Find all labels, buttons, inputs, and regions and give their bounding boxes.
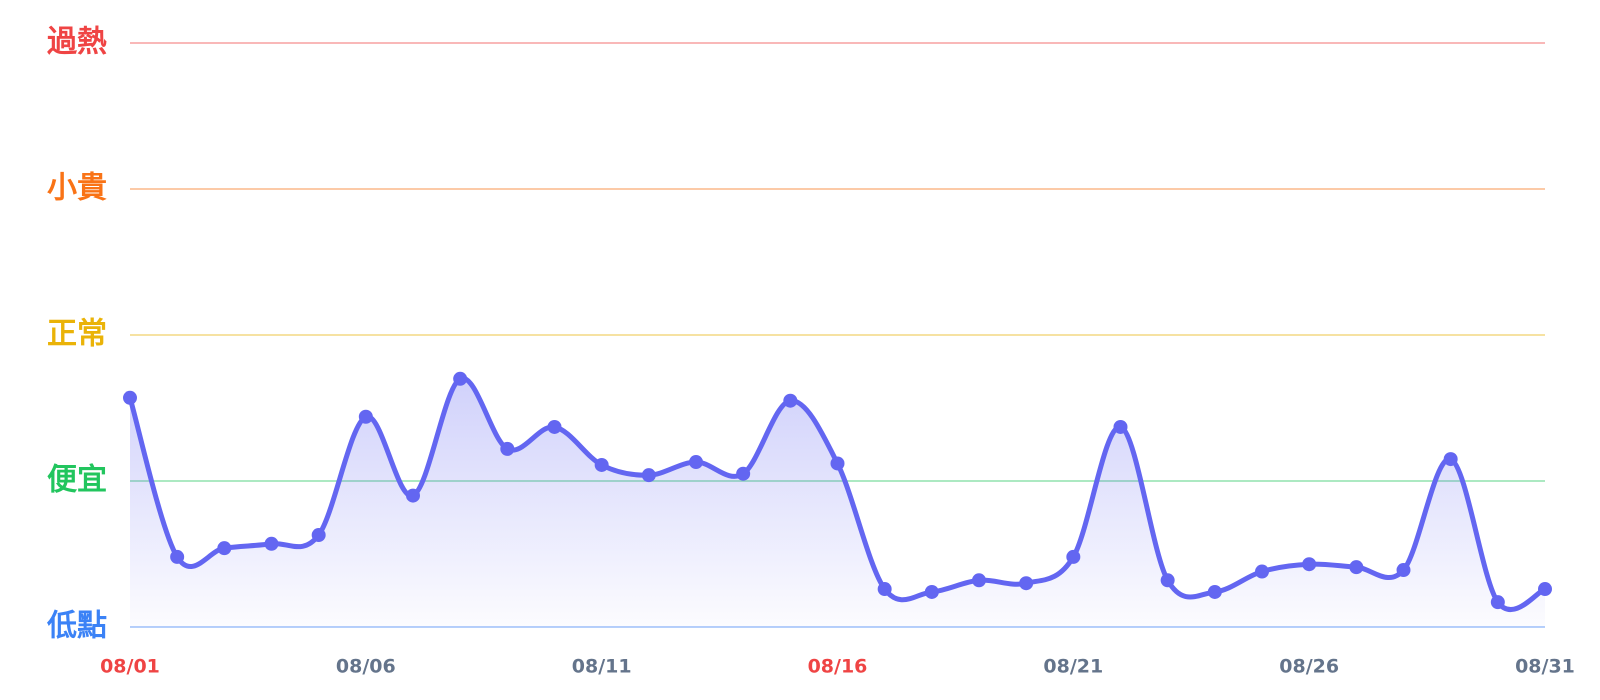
y-tick-label: 過熱 <box>47 25 107 60</box>
point <box>1207 584 1222 599</box>
point <box>123 390 137 405</box>
point <box>1302 557 1317 572</box>
y-tick-label: 小貴 <box>47 171 107 206</box>
point <box>594 457 609 472</box>
point <box>877 582 892 597</box>
y-tick-label: 正常 <box>47 317 107 352</box>
y-tick-label: 便宜 <box>47 463 107 498</box>
point <box>1443 452 1458 467</box>
point <box>264 536 279 551</box>
x-tick-label: 08/11 <box>572 656 632 678</box>
point <box>1396 563 1411 578</box>
point <box>358 409 373 424</box>
point <box>500 441 515 456</box>
x-tick-label: 08/26 <box>1279 656 1339 678</box>
point <box>783 393 798 408</box>
point <box>1490 595 1505 610</box>
point <box>547 419 562 434</box>
area <box>130 378 1545 627</box>
point <box>1538 582 1552 597</box>
point <box>689 455 703 470</box>
point <box>1066 549 1081 564</box>
point <box>924 584 939 599</box>
point <box>641 468 656 483</box>
point <box>736 466 751 481</box>
x-tick-label: 08/31 <box>1515 656 1575 678</box>
point <box>1019 576 1034 591</box>
point <box>311 528 326 543</box>
x-tick-label: 08/16 <box>808 656 868 678</box>
point <box>830 456 845 471</box>
x-tick-label: 08/21 <box>1043 656 1103 678</box>
point <box>217 541 232 556</box>
y-tick-label: 低點 <box>46 609 107 644</box>
point <box>453 371 468 386</box>
point <box>1349 560 1364 575</box>
point <box>1255 564 1269 579</box>
point <box>1113 419 1128 434</box>
point <box>1160 573 1175 588</box>
point <box>972 573 986 588</box>
point <box>406 488 420 503</box>
x-tick-label: 08/06 <box>336 656 396 678</box>
point <box>170 549 185 564</box>
x-tick-label: 08/01 <box>100 656 160 678</box>
